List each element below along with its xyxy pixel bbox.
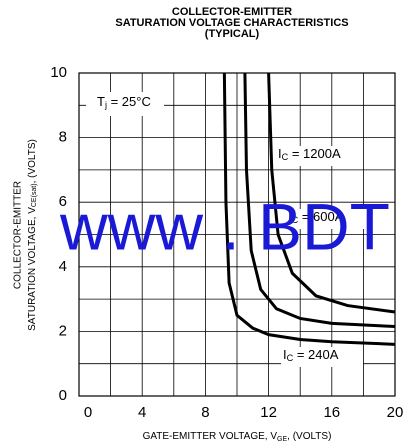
- curve-label-bg: [276, 146, 358, 166]
- line: [243, 72, 396, 329]
- text-part: T: [97, 94, 105, 109]
- text-part: = 1200A: [288, 146, 341, 161]
- x-axis-label: GATE-EMITTER VOLTAGE, VGE, (VOLTS): [143, 431, 332, 443]
- annotation-box: [86, 92, 164, 116]
- text-part: SATURATION VOLTAGE, V: [27, 207, 38, 331]
- text-part: , (VOLTS): [287, 431, 331, 442]
- chart-title: SATURATION VOLTAGE CHARACTERISTICS: [115, 17, 348, 29]
- plot-frame: [78, 72, 396, 397]
- x-tick-label: 12: [260, 404, 277, 421]
- curve-label-bg: [286, 209, 368, 229]
- text-part: j: [104, 100, 107, 110]
- y-tick-label: 10: [50, 64, 67, 81]
- y-tick-label: 4: [59, 258, 67, 275]
- x-tick-label: 8: [201, 404, 209, 421]
- x-tick-label: 16: [323, 404, 340, 421]
- text-part: I: [278, 146, 282, 161]
- y-tick-label: 8: [59, 129, 67, 146]
- text-part: C: [287, 353, 294, 363]
- text-part: I: [288, 209, 292, 224]
- x-tick-label: 4: [138, 404, 146, 421]
- watermark: www . BDT: [59, 189, 390, 263]
- text-part: I: [283, 347, 287, 362]
- y-axis-label: SATURATION VOLTAGE, VCE(sat), (VOLTS): [27, 139, 38, 331]
- curve-label: IC = 600A: [288, 209, 344, 225]
- y-axis-label: COLLECTOR-EMITTER: [13, 181, 24, 289]
- x-tick-label: 0: [84, 404, 92, 421]
- curve-label: IC = 1200A: [278, 146, 341, 162]
- text-part: = 600A: [298, 209, 344, 224]
- text-part: = 240A: [293, 347, 339, 362]
- curve-label-bg: [281, 347, 363, 367]
- text-part: , (VOLTS): [27, 139, 38, 183]
- text-part: GATE-EMITTER VOLTAGE, V: [143, 431, 278, 442]
- text-part: GE: [277, 436, 287, 443]
- annotation: Tj = 25°C: [97, 94, 151, 110]
- x-tick-label: 20: [387, 404, 404, 421]
- text-part: = 25°C: [107, 94, 151, 109]
- chart-title: (TYPICAL): [205, 28, 260, 40]
- text-part: C: [292, 215, 299, 225]
- chart-title: COLLECTOR-EMITTER: [172, 6, 292, 18]
- curve-label: IC = 240A: [283, 347, 339, 363]
- y-tick-label: 0: [59, 387, 67, 404]
- y-tick-label: 6: [59, 193, 67, 210]
- line: [222, 72, 396, 346]
- line: [267, 72, 396, 314]
- text-part: C: [282, 152, 289, 162]
- text-part: CE(sat): [31, 183, 38, 207]
- y-tick-label: 2: [59, 322, 67, 339]
